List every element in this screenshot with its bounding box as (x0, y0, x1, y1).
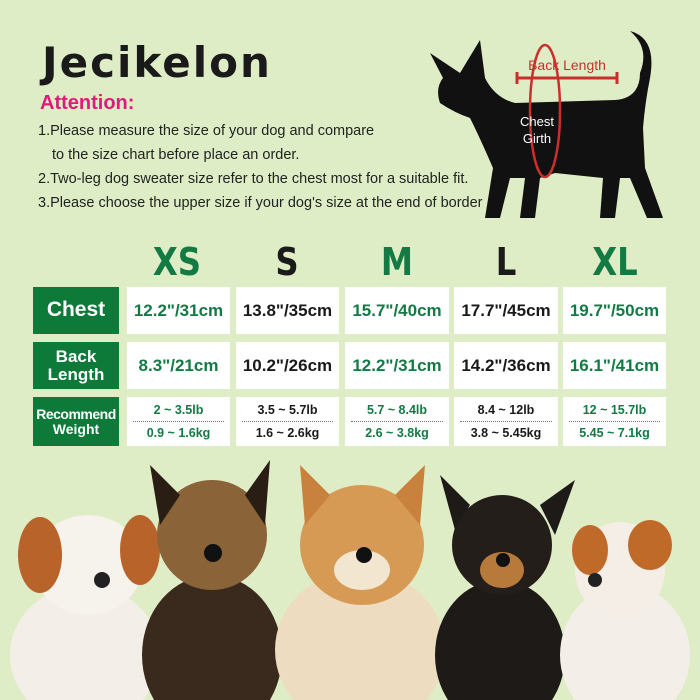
label-line: Weight (52, 420, 100, 437)
dog-silhouette (430, 31, 663, 218)
note-line: to the size chart before place an order. (52, 147, 300, 163)
dog-4 (435, 475, 575, 700)
dog-3 (275, 465, 445, 700)
brand-title: Jecikelon (42, 38, 272, 87)
dog-2 (142, 460, 282, 700)
chest-cell: 19.7"/50cm (563, 287, 666, 334)
row-label-chest: Chest (33, 287, 119, 334)
size-header-s: S (275, 240, 299, 284)
weight-kg: 3.8 ~ 5.45kg (470, 426, 542, 440)
row-label-back-length: Back Length (33, 342, 119, 389)
chest-girth-label: Chest (520, 114, 554, 129)
weight-lb: 8.4 ~ 12lb (460, 403, 552, 422)
weight-lb: 3.5 ~ 5.7lb (242, 403, 333, 422)
size-header-xs: XS (152, 240, 202, 284)
size-header-xl: XL (592, 240, 638, 284)
back-length-cell: 10.2"/26cm (236, 342, 339, 389)
label-line: Length (47, 364, 105, 384)
weight-cell: 8.4 ~ 12lb 3.8 ~ 5.45kg (454, 397, 558, 446)
chest-cell: 12.2"/31cm (127, 287, 230, 334)
weight-lb: 2 ~ 3.5lb (133, 403, 224, 422)
back-length-cell: 14.2"/36cm (454, 342, 558, 389)
weight-lb: 12 ~ 15.7lb (569, 403, 660, 422)
chest-cell: 15.7"/40cm (345, 287, 449, 334)
back-length-label: Back Length (528, 57, 606, 73)
weight-cell: 12 ~ 15.7lb 5.45 ~ 7.1kg (563, 397, 666, 446)
note-line: 3.Please choose the upper size if your d… (38, 195, 483, 211)
weight-cell: 5.7 ~ 8.4lb 2.6 ~ 3.8kg (345, 397, 449, 446)
weight-kg: 2.6 ~ 3.8kg (365, 426, 429, 440)
dog-1 (10, 515, 160, 700)
chest-cell: 13.8"/35cm (236, 287, 339, 334)
label-line: Recommend (36, 405, 116, 422)
weight-kg: 5.45 ~ 7.1kg (579, 426, 650, 440)
row-label-weight: Recommend Weight (33, 397, 119, 446)
dog-silhouette-diagram: Back Length Chest Girth (430, 31, 663, 218)
back-length-cell: 8.3"/21cm (127, 342, 230, 389)
note-line: 1.Please measure the size of your dog an… (38, 123, 375, 139)
weight-lb: 5.7 ~ 8.4lb (351, 403, 443, 422)
size-header-m: M (380, 240, 414, 284)
back-length-cell: 12.2"/31cm (345, 342, 449, 389)
label-line: Back (55, 346, 97, 366)
back-length-cell: 16.1"/41cm (563, 342, 666, 389)
chest-cell: 17.7"/45cm (454, 287, 558, 334)
chest-girth-label: Girth (523, 131, 551, 146)
dogs-photo (10, 460, 690, 700)
weight-cell: 3.5 ~ 5.7lb 1.6 ~ 2.6kg (236, 397, 339, 446)
size-header-l: L (495, 240, 517, 284)
attention-heading: Attention: (40, 92, 135, 114)
weight-cell: 2 ~ 3.5lb 0.9 ~ 1.6kg (127, 397, 230, 446)
weight-kg: 1.6 ~ 2.6kg (255, 426, 320, 440)
dog-5 (560, 520, 690, 700)
weight-kg: 0.9 ~ 1.6kg (146, 426, 211, 440)
note-line: 2.Two-leg dog sweater size refer to the … (38, 171, 469, 187)
